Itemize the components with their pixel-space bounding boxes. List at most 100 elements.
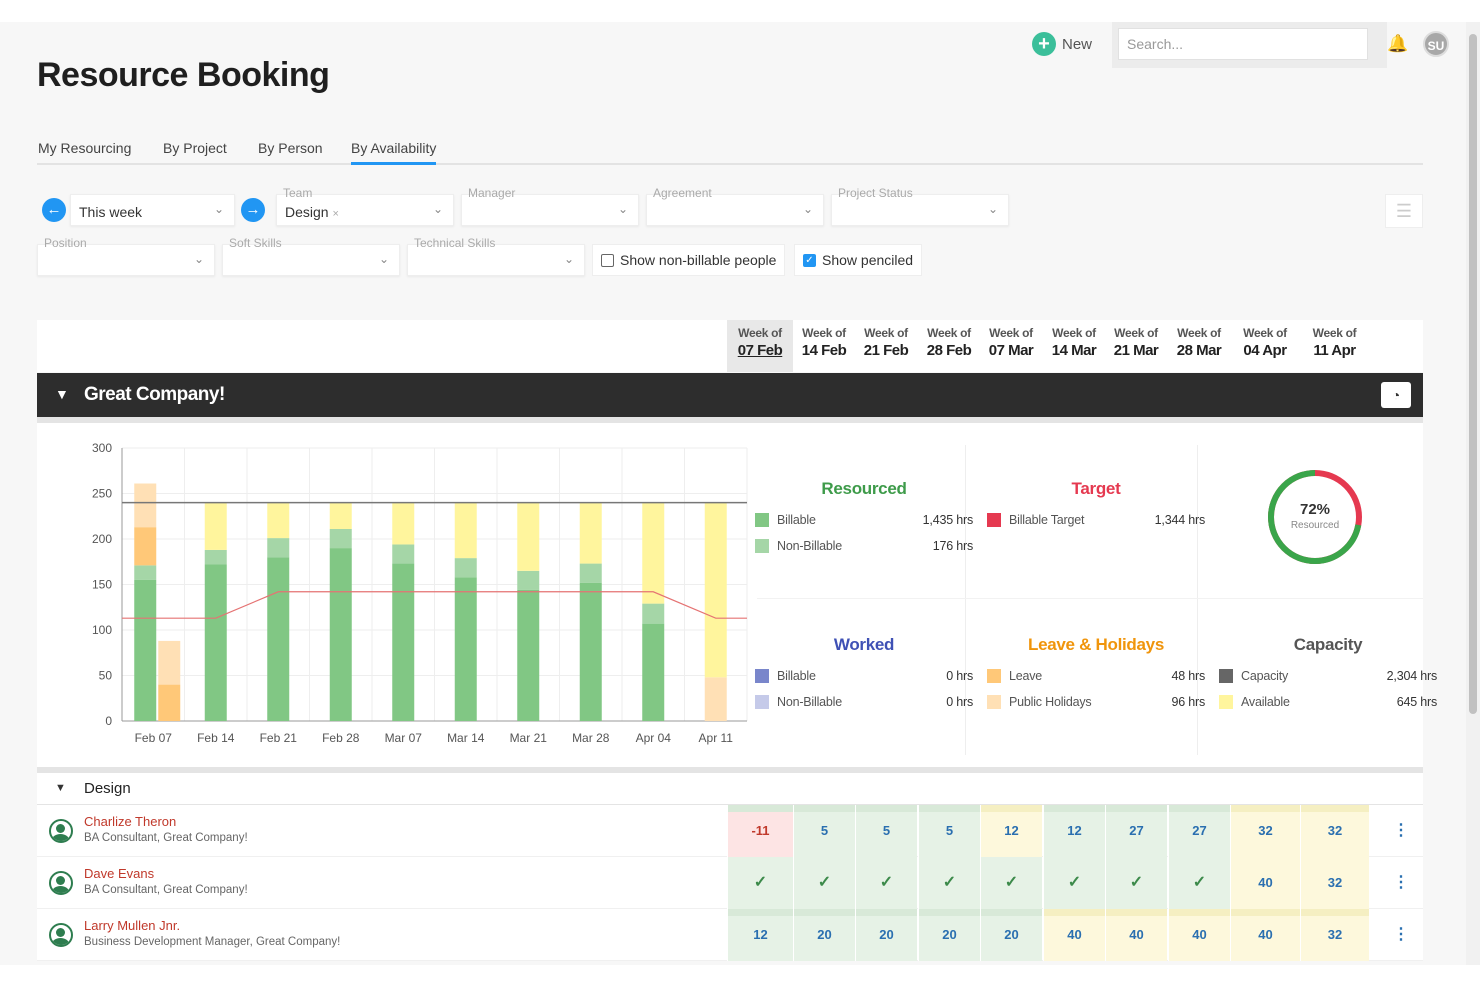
availability-cell[interactable]: 12 xyxy=(727,909,793,961)
bar-non-billable xyxy=(267,538,290,558)
availability-cell[interactable]: 20 xyxy=(855,909,917,961)
availability-cell[interactable]: ✓ xyxy=(980,857,1042,909)
worked-row: Billable 0 hrs xyxy=(749,663,979,689)
week-label: Week of xyxy=(1114,326,1158,340)
show-penciled-checkbox[interactable]: ✓ Show penciled xyxy=(794,244,923,276)
bar-leave xyxy=(158,684,181,721)
person-row[interactable]: Charlize Theron BA Consultant, Great Comp… xyxy=(37,805,1423,857)
app-window: Resource Booking + New 🔔 SU My Resourcin… xyxy=(0,22,1466,965)
scrollbar-thumb[interactable] xyxy=(1469,34,1477,714)
week-label: Week of xyxy=(1312,326,1357,340)
x-tick-label: Feb 14 xyxy=(197,731,235,745)
availability-cell[interactable]: 20 xyxy=(918,909,980,961)
dashboard-gauge-icon[interactable]: ◔ xyxy=(1381,382,1411,408)
tab-my-resourcing[interactable]: My Resourcing xyxy=(38,140,132,156)
availability-cell[interactable]: 32 xyxy=(1230,805,1300,857)
availability-cell[interactable]: 27 xyxy=(1105,805,1167,857)
checkbox-checked[interactable]: ✓ xyxy=(803,253,816,267)
search-input[interactable] xyxy=(1118,28,1368,60)
week-column-8[interactable]: Week of 04 Apr xyxy=(1230,326,1300,359)
person-name[interactable]: Charlize Theron xyxy=(84,814,177,829)
week-column-2[interactable]: Week of 21 Feb xyxy=(855,326,917,359)
availability-cell[interactable]: ✓ xyxy=(855,857,917,909)
cell-value: 5 xyxy=(945,823,954,838)
collapse-caret-icon[interactable]: ▼ xyxy=(55,782,66,794)
company-header[interactable]: ▼ Great Company! ◔ xyxy=(37,373,1423,417)
week-column-5[interactable]: Week of 14 Mar xyxy=(1043,326,1105,359)
availability-cell[interactable]: 12 xyxy=(1043,805,1105,857)
remove-chip-icon[interactable]: × xyxy=(332,208,339,220)
person-row[interactable]: Larry Mullen Jnr. Business Development Ma… xyxy=(37,909,1423,961)
availability-cell[interactable]: 32 xyxy=(1300,805,1369,857)
collapse-caret-icon[interactable]: ▼ xyxy=(55,386,69,402)
week-column-4[interactable]: Week of 07 Mar xyxy=(980,326,1042,359)
availability-cell[interactable]: 40 xyxy=(1168,909,1230,961)
week-column-6[interactable]: Week of 21 Mar xyxy=(1105,326,1167,359)
tab-by-availability[interactable]: By Availability xyxy=(351,140,437,165)
availability-cell[interactable]: 20 xyxy=(980,909,1042,961)
show-non-billable-checkbox[interactable]: Show non-billable people xyxy=(592,244,786,276)
availability-cell[interactable]: 32 xyxy=(1300,909,1369,961)
availability-cell[interactable]: 32 xyxy=(1300,857,1369,909)
group-header-design[interactable]: ▼ Design xyxy=(37,767,1423,805)
more-options-icon[interactable]: ⋮ xyxy=(1393,874,1409,891)
availability-cell[interactable]: -11 xyxy=(727,805,793,857)
technical-skills-select[interactable]: Technical Skills ⌄ xyxy=(407,236,585,276)
person-role: BA Consultant, Great Company! xyxy=(84,832,248,844)
availability-cell[interactable]: 12 xyxy=(980,805,1042,857)
week-date: 11 Apr xyxy=(1313,342,1356,359)
availability-cell[interactable]: ✓ xyxy=(727,857,793,909)
tab-by-project[interactable]: By Project xyxy=(163,140,227,156)
user-avatar[interactable]: SU xyxy=(1423,31,1449,57)
availability-cell[interactable]: 40 xyxy=(1230,909,1300,961)
week-column-7[interactable]: Week of 28 Mar xyxy=(1168,326,1230,359)
previous-week-button[interactable]: ← xyxy=(42,198,66,222)
bar-available xyxy=(704,502,727,678)
availability-cell[interactable]: 40 xyxy=(1105,909,1167,961)
manager-select[interactable]: Manager ⌄ xyxy=(461,186,639,226)
vertical-scrollbar[interactable] xyxy=(1466,22,1480,965)
availability-cell[interactable]: 40 xyxy=(1230,857,1300,909)
week-column-9[interactable]: Week of 11 Apr xyxy=(1300,326,1369,359)
bar-billable xyxy=(454,577,477,721)
availability-cell[interactable]: 5 xyxy=(793,805,855,857)
new-button[interactable]: + New xyxy=(1032,32,1092,56)
week-column-0[interactable]: Week of 07 Feb xyxy=(727,320,793,372)
week-date: 07 Feb xyxy=(737,342,783,359)
person-row[interactable]: Dave Evans BA Consultant, Great Company! ✓… xyxy=(37,857,1423,909)
availability-cell[interactable]: ✓ xyxy=(793,857,855,909)
bar-billable xyxy=(329,548,352,721)
cell-value: 5 xyxy=(882,823,891,838)
availability-cell[interactable]: 5 xyxy=(918,805,980,857)
availability-cell[interactable]: 27 xyxy=(1168,805,1230,857)
week-column-3[interactable]: Week of 28 Feb xyxy=(918,326,980,359)
position-select[interactable]: Position ⌄ xyxy=(37,236,215,276)
availability-cell[interactable]: ✓ xyxy=(1105,857,1167,909)
agreement-select[interactable]: Agreement ⌄ xyxy=(646,186,824,226)
week-label: Week of xyxy=(989,326,1033,340)
cell-top-bar xyxy=(856,909,917,916)
week-column-1[interactable]: Week of 14 Feb xyxy=(793,326,855,359)
soft-skills-select[interactable]: Soft Skills ⌄ xyxy=(222,236,400,276)
period-select[interactable]: This week ⌄ xyxy=(70,194,235,226)
team-select[interactable]: Team Design × ⌄ xyxy=(276,186,454,226)
person-name[interactable]: Larry Mullen Jnr. xyxy=(84,918,181,933)
availability-cell[interactable]: 40 xyxy=(1043,909,1105,961)
cell-value: 32 xyxy=(1327,823,1343,838)
project-status-select[interactable]: Project Status ⌄ xyxy=(831,186,1009,226)
checkbox-unchecked[interactable] xyxy=(601,253,614,267)
more-options-icon[interactable]: ⋮ xyxy=(1393,926,1409,943)
bell-icon[interactable]: 🔔 xyxy=(1387,34,1409,53)
availability-cell[interactable]: ✓ xyxy=(1043,857,1105,909)
leave-row: Leave 48 hrs xyxy=(981,663,1211,689)
availability-cell[interactable]: 20 xyxy=(793,909,855,961)
tab-by-person[interactable]: By Person xyxy=(258,140,323,156)
person-name[interactable]: Dave Evans xyxy=(84,866,155,881)
next-week-button[interactable]: → xyxy=(241,198,265,222)
resourced-title: Resourced xyxy=(821,479,907,498)
more-options-icon[interactable]: ⋮ xyxy=(1393,822,1409,839)
list-view-button[interactable]: ☰ xyxy=(1385,194,1423,228)
availability-cell[interactable]: ✓ xyxy=(1168,857,1230,909)
availability-cell[interactable]: 5 xyxy=(855,805,917,857)
availability-cell[interactable]: ✓ xyxy=(918,857,980,909)
